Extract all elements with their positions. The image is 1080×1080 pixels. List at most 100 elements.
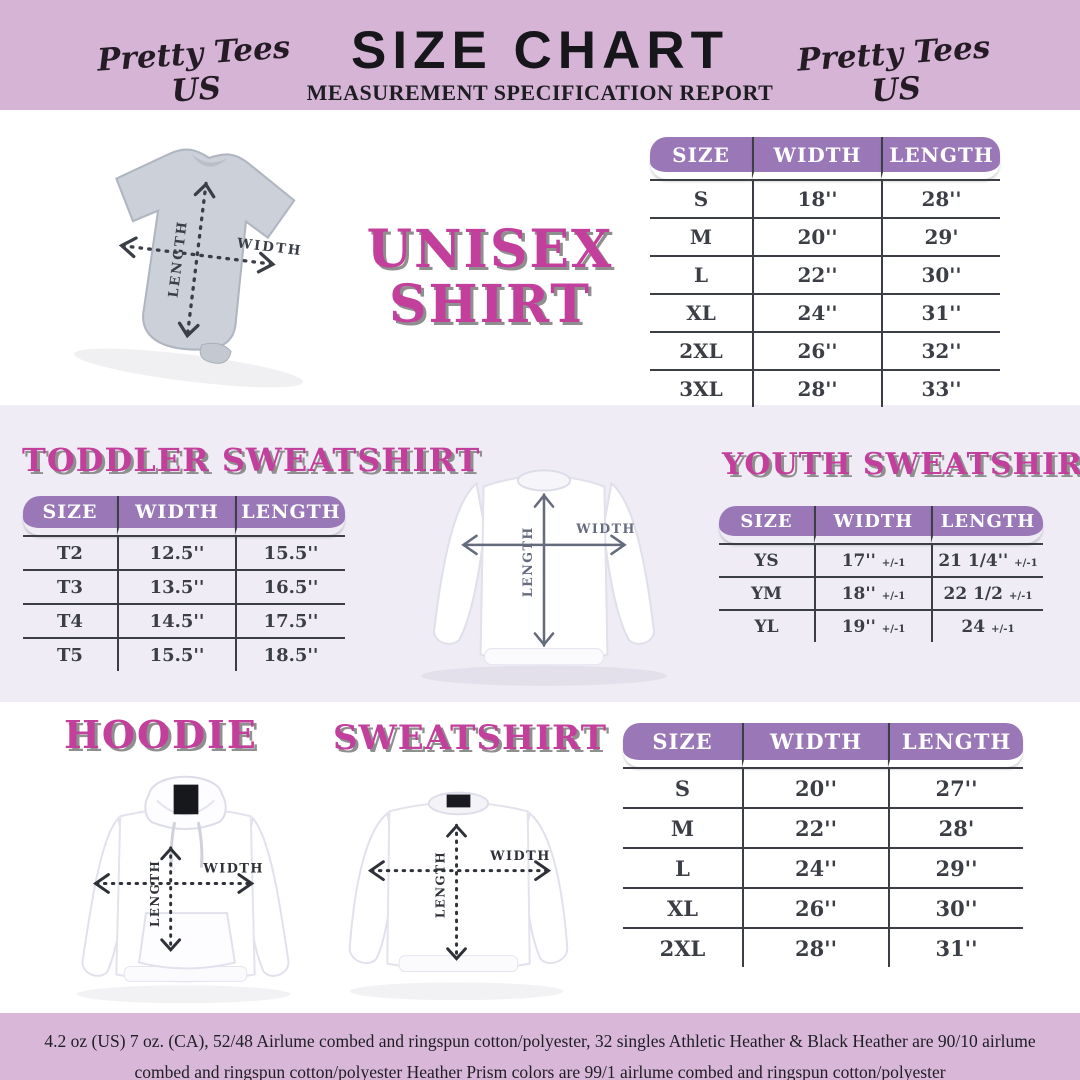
unisex-size-table: SIZE WIDTH LENGTH S 18'' 28'' M 20'' 29' L 22'' 30'… — [650, 137, 1000, 407]
tolerance-value: +/-1 — [1014, 556, 1038, 569]
left-sleeve — [433, 481, 486, 645]
sweatshirt-shadow — [349, 982, 564, 1001]
table-cell: YM — [719, 576, 814, 609]
table-cell: 15.5'' — [117, 637, 235, 671]
table-cell: 32'' — [881, 331, 1000, 369]
table-cell: 26'' — [742, 887, 888, 927]
table-row: XL 26'' 30'' — [623, 887, 1023, 927]
table-cell: S — [650, 179, 752, 217]
width-arrow — [121, 244, 274, 266]
column-header: LENGTH — [235, 496, 345, 535]
tshirt-body — [115, 148, 296, 351]
column-header: SIZE — [719, 506, 814, 543]
table-row: S 20'' 27'' — [623, 767, 1023, 807]
table-cell: 30'' — [888, 887, 1023, 927]
width-label: WIDTH — [235, 235, 303, 259]
table-cell: 30'' — [881, 255, 1000, 293]
table-cell: 28'' — [752, 369, 881, 407]
column-header: LENGTH — [888, 723, 1023, 767]
youth-sweatshirt-title: YOUTH SWEATSHIRT — [722, 447, 1080, 482]
adult-sweatshirt-image: WIDTH LENGTH — [348, 791, 569, 1001]
width-label: WIDTH — [575, 521, 636, 536]
table-cell: L — [650, 255, 752, 293]
collar — [516, 469, 572, 492]
table-cell: T5 — [23, 637, 117, 671]
table-cell: 28'' — [742, 927, 888, 967]
table-cell: 18'' +/-1 — [814, 576, 931, 609]
table-cell: 27'' — [888, 767, 1023, 807]
measure-arrows — [367, 823, 552, 962]
tolerance-value: +/-1 — [1008, 589, 1033, 602]
right-sleeve — [602, 481, 655, 645]
table-cell: T3 — [23, 569, 117, 603]
tolerance-value: +/-1 — [881, 556, 906, 569]
table-row: L 24'' 29'' — [623, 847, 1023, 887]
table-cell: M — [650, 217, 752, 255]
hem-band — [484, 648, 604, 666]
table-cell: T4 — [23, 603, 117, 637]
table-cell: 29'' — [888, 847, 1023, 887]
measure-arrows — [92, 846, 255, 953]
table-cell: 33'' — [881, 369, 1000, 407]
table-cell: 12.5'' — [117, 535, 235, 569]
column-header: WIDTH — [752, 137, 881, 179]
table-row: YL 19'' +/-1 24 +/-1 — [719, 609, 1043, 642]
table-cell: 18'' — [752, 179, 881, 217]
header-band — [0, 0, 1080, 110]
table-row: 2XL 28'' 31'' — [623, 927, 1023, 967]
column-header: SIZE — [650, 137, 752, 179]
table-cell: 26'' — [752, 331, 881, 369]
table-row: M 20'' 29' — [650, 217, 1000, 255]
table-cell: 18.5'' — [235, 637, 345, 671]
table-cell: 24 +/-1 — [931, 609, 1043, 642]
table-cell: 31'' — [888, 927, 1023, 967]
neck-tag — [446, 794, 471, 808]
column-header: WIDTH — [814, 506, 931, 543]
hoodie-shadow — [76, 985, 291, 1004]
table-cell: L — [623, 847, 742, 887]
table-cell: T2 — [23, 535, 117, 569]
table-cell: 28'' — [881, 179, 1000, 217]
shirt-shadow — [74, 348, 304, 388]
toddler-sweatshirt-title: TODDLER SWEATSHIRT — [22, 441, 481, 479]
table-row: T4 14.5'' 17.5'' — [23, 603, 345, 637]
length-label: LENGTH — [434, 851, 448, 918]
drawstring-right — [196, 821, 204, 868]
table-cell: M — [623, 807, 742, 847]
table-cell: 17'' +/-1 — [814, 543, 931, 576]
table-row: M 22'' 28' — [623, 807, 1023, 847]
table-cell: 28' — [888, 807, 1023, 847]
column-header: WIDTH — [117, 496, 235, 535]
table-row: YM 18'' +/-1 22 1/2 +/-1 — [719, 576, 1043, 609]
table-cell: 22'' — [742, 807, 888, 847]
tolerance-value: +/-1 — [991, 622, 1015, 635]
width-label: WIDTH — [489, 849, 551, 864]
sweatshirt-title: SWEATSHIRT — [333, 718, 608, 758]
table-cell: 20'' — [742, 767, 888, 807]
hoodie-title: HOODIE — [64, 712, 258, 757]
table-cell: 2XL — [623, 927, 742, 967]
table-cell: 2XL — [650, 331, 752, 369]
unisex-title-line2: SHIRT — [388, 274, 591, 336]
column-header: LENGTH — [931, 506, 1043, 543]
tshirt-collar — [191, 153, 228, 167]
hoodie-sweatshirt-size-table: SIZE WIDTH LENGTH S 20'' 27'' M 22'' 28' L 24'' 29'… — [623, 723, 1023, 967]
table-cell: XL — [650, 293, 752, 331]
table-cell: 24'' — [742, 847, 888, 887]
table-row: 3XL 28'' 33'' — [650, 369, 1000, 407]
youth-size-table: SIZE WIDTH LENGTH YS 17'' +/-1 21 1/4'' +/-1 Y… — [719, 506, 1043, 642]
length-label: LENGTH — [520, 526, 535, 597]
table-row: T3 13.5'' 16.5'' — [23, 569, 345, 603]
column-header: SIZE — [23, 496, 117, 535]
footer-band — [0, 1013, 1080, 1080]
table-row: XL 24'' 31'' — [650, 293, 1000, 331]
unisex-title-line1: UNISEX — [366, 219, 614, 280]
unisex-shirt-title: UNISEX SHIRT — [345, 222, 635, 332]
toddler-size-table: SIZE WIDTH LENGTH T2 12.5'' 15.5'' T3 13.5'' 16.… — [23, 496, 345, 671]
table-cell: 16.5'' — [235, 569, 345, 603]
table-row: L 22'' 30'' — [650, 255, 1000, 293]
table-cell: 20'' — [752, 217, 881, 255]
tolerance-value: +/-1 — [881, 589, 906, 602]
measure-arrows — [461, 493, 627, 647]
